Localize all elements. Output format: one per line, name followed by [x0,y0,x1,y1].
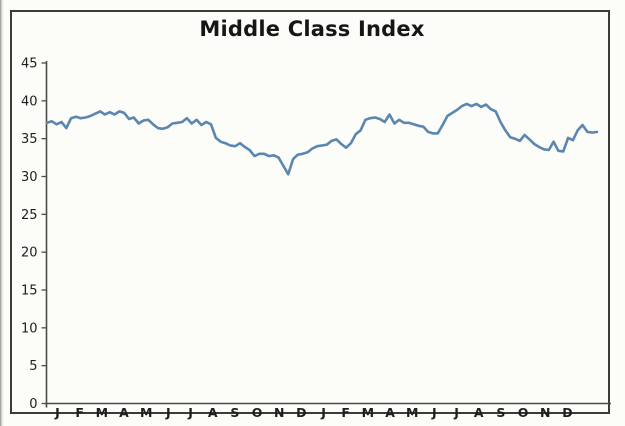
y-axis-tick-label: 25 [21,208,38,223]
x-axis-month-label: J [165,405,171,420]
x-axis-month-label: J [320,405,326,420]
x-axis-month-label: J [453,405,459,420]
x-axis-month-label: N [274,405,284,420]
x-axis-month-label: J [187,405,193,420]
x-axis-month-label: M [362,405,374,420]
y-axis-tick-label: 40 [21,94,38,109]
chart-title: Middle Class Index [199,17,425,41]
y-axis-tick-label: 10 [21,321,38,336]
x-axis-month-label: F [75,405,84,420]
y-axis-tick-label: 0 [29,397,37,412]
x-axis-month-label: M [140,405,152,420]
x-axis-month-label: M [96,405,108,420]
y-axis-tick-label: 15 [21,284,38,299]
x-axis-month-label: A [385,405,395,420]
chart-frame [10,10,610,414]
x-axis-month-label: S [230,405,239,420]
scan-artifact-left-edge [0,0,4,426]
y-axis-tick-label: 45 [21,57,38,72]
x-axis-month-label: A [208,405,218,420]
x-axis-month-label: N [540,405,550,420]
index-data-line [45,102,599,176]
x-axis-month-label: D [562,405,572,420]
x-axis-month-label: M [406,405,418,420]
x-axis-month-label: A [119,405,129,420]
y-axis-tick-label: 20 [21,246,38,261]
x-axis-month-label: O [518,405,529,420]
y-axis-tick-label: 5 [29,359,37,374]
x-axis-month-label: S [496,405,505,420]
x-axis-month-label: F [341,405,350,420]
x-axis-month-label: J [54,405,60,420]
y-axis-tick-label: 30 [21,170,38,185]
y-axis-tick-label: 35 [21,132,38,147]
x-axis-month-label: O [252,405,263,420]
x-axis-month-label: D [296,405,306,420]
x-axis-month-label: J [431,405,437,420]
x-axis-month-label: A [474,405,484,420]
